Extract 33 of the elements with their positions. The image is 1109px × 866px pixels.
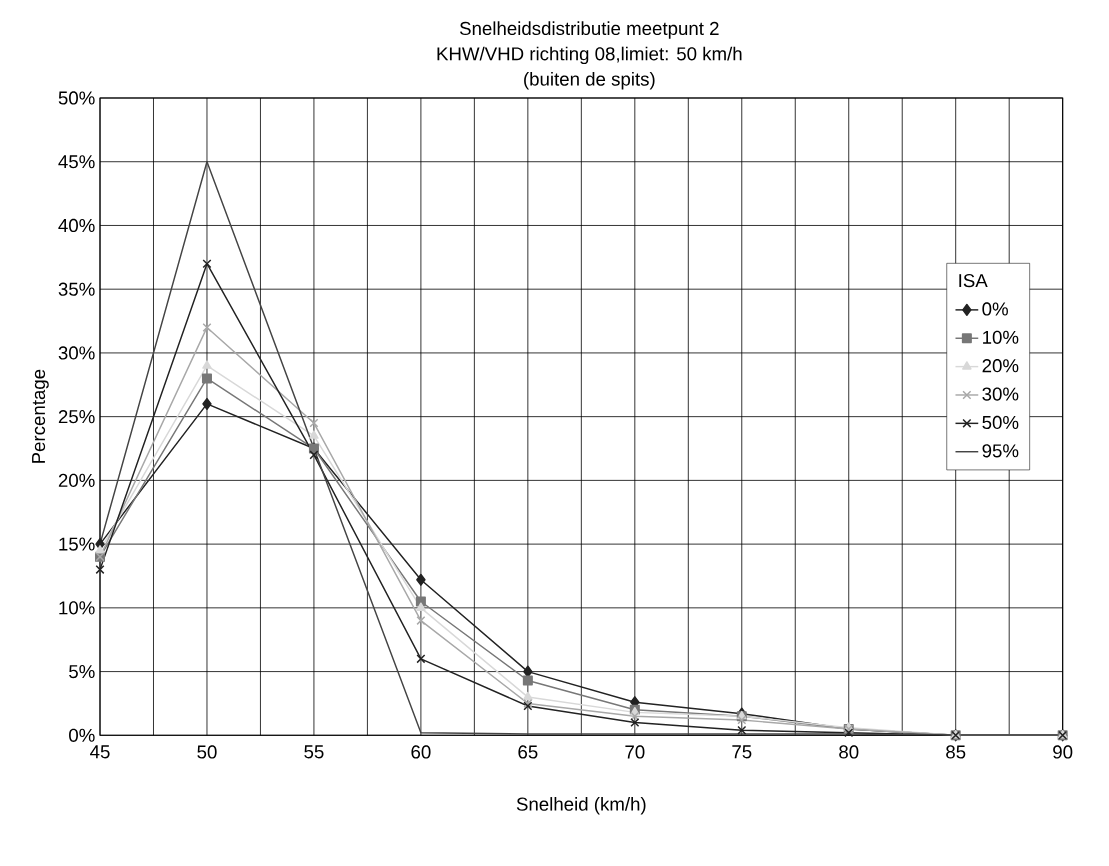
- legend-label: 10%: [983, 330, 1019, 344]
- x-tick-label: 50: [197, 745, 217, 759]
- y-tick-label: 0%: [69, 728, 95, 742]
- y-tick-label: 35%: [58, 282, 95, 296]
- x-tick-label: 60: [411, 745, 431, 759]
- x-tick-label: 70: [625, 745, 645, 759]
- chart-subtitle: KHW/VHD richting 08,limiet: 50 km/h: [437, 46, 742, 65]
- x-axis-title: Snelheid (km/h): [516, 797, 646, 815]
- legend-label: 20%: [982, 359, 1019, 373]
- y-tick-label: 50%: [58, 91, 95, 105]
- text: (buiten de spits): [524, 72, 655, 90]
- x-tick-label: 85: [946, 745, 966, 759]
- y-tick-label: 30%: [58, 346, 95, 360]
- x-tick-label: 90: [1053, 745, 1073, 759]
- legend-label: 30%: [982, 387, 1019, 401]
- x-tick-label: 55: [304, 745, 324, 759]
- y-tick-label: 10%: [59, 601, 95, 615]
- y-tick-label: 45%: [58, 155, 95, 169]
- y-tick-label: 40%: [58, 218, 95, 233]
- x-tick-label: 45: [90, 745, 110, 759]
- legend-label: 95%: [982, 444, 1019, 458]
- y-tick-label: 25%: [58, 410, 95, 424]
- y-tick-label: 15%: [59, 537, 95, 551]
- y-tick-label: 5%: [69, 665, 95, 679]
- x-tick-label: 65: [518, 745, 538, 759]
- y-tick-label: 20%: [58, 473, 95, 487]
- legend-label: 50%: [982, 415, 1019, 430]
- legend-label: 0%: [982, 302, 1008, 316]
- legend-title: ISA: [959, 273, 988, 288]
- x-tick-label: 80: [839, 745, 859, 759]
- y-axis-title: Percentage: [32, 369, 49, 463]
- chart-title: Snelheidsdistributie meetpunt 2: [459, 21, 719, 39]
- x-tick-label: 75: [732, 745, 752, 759]
